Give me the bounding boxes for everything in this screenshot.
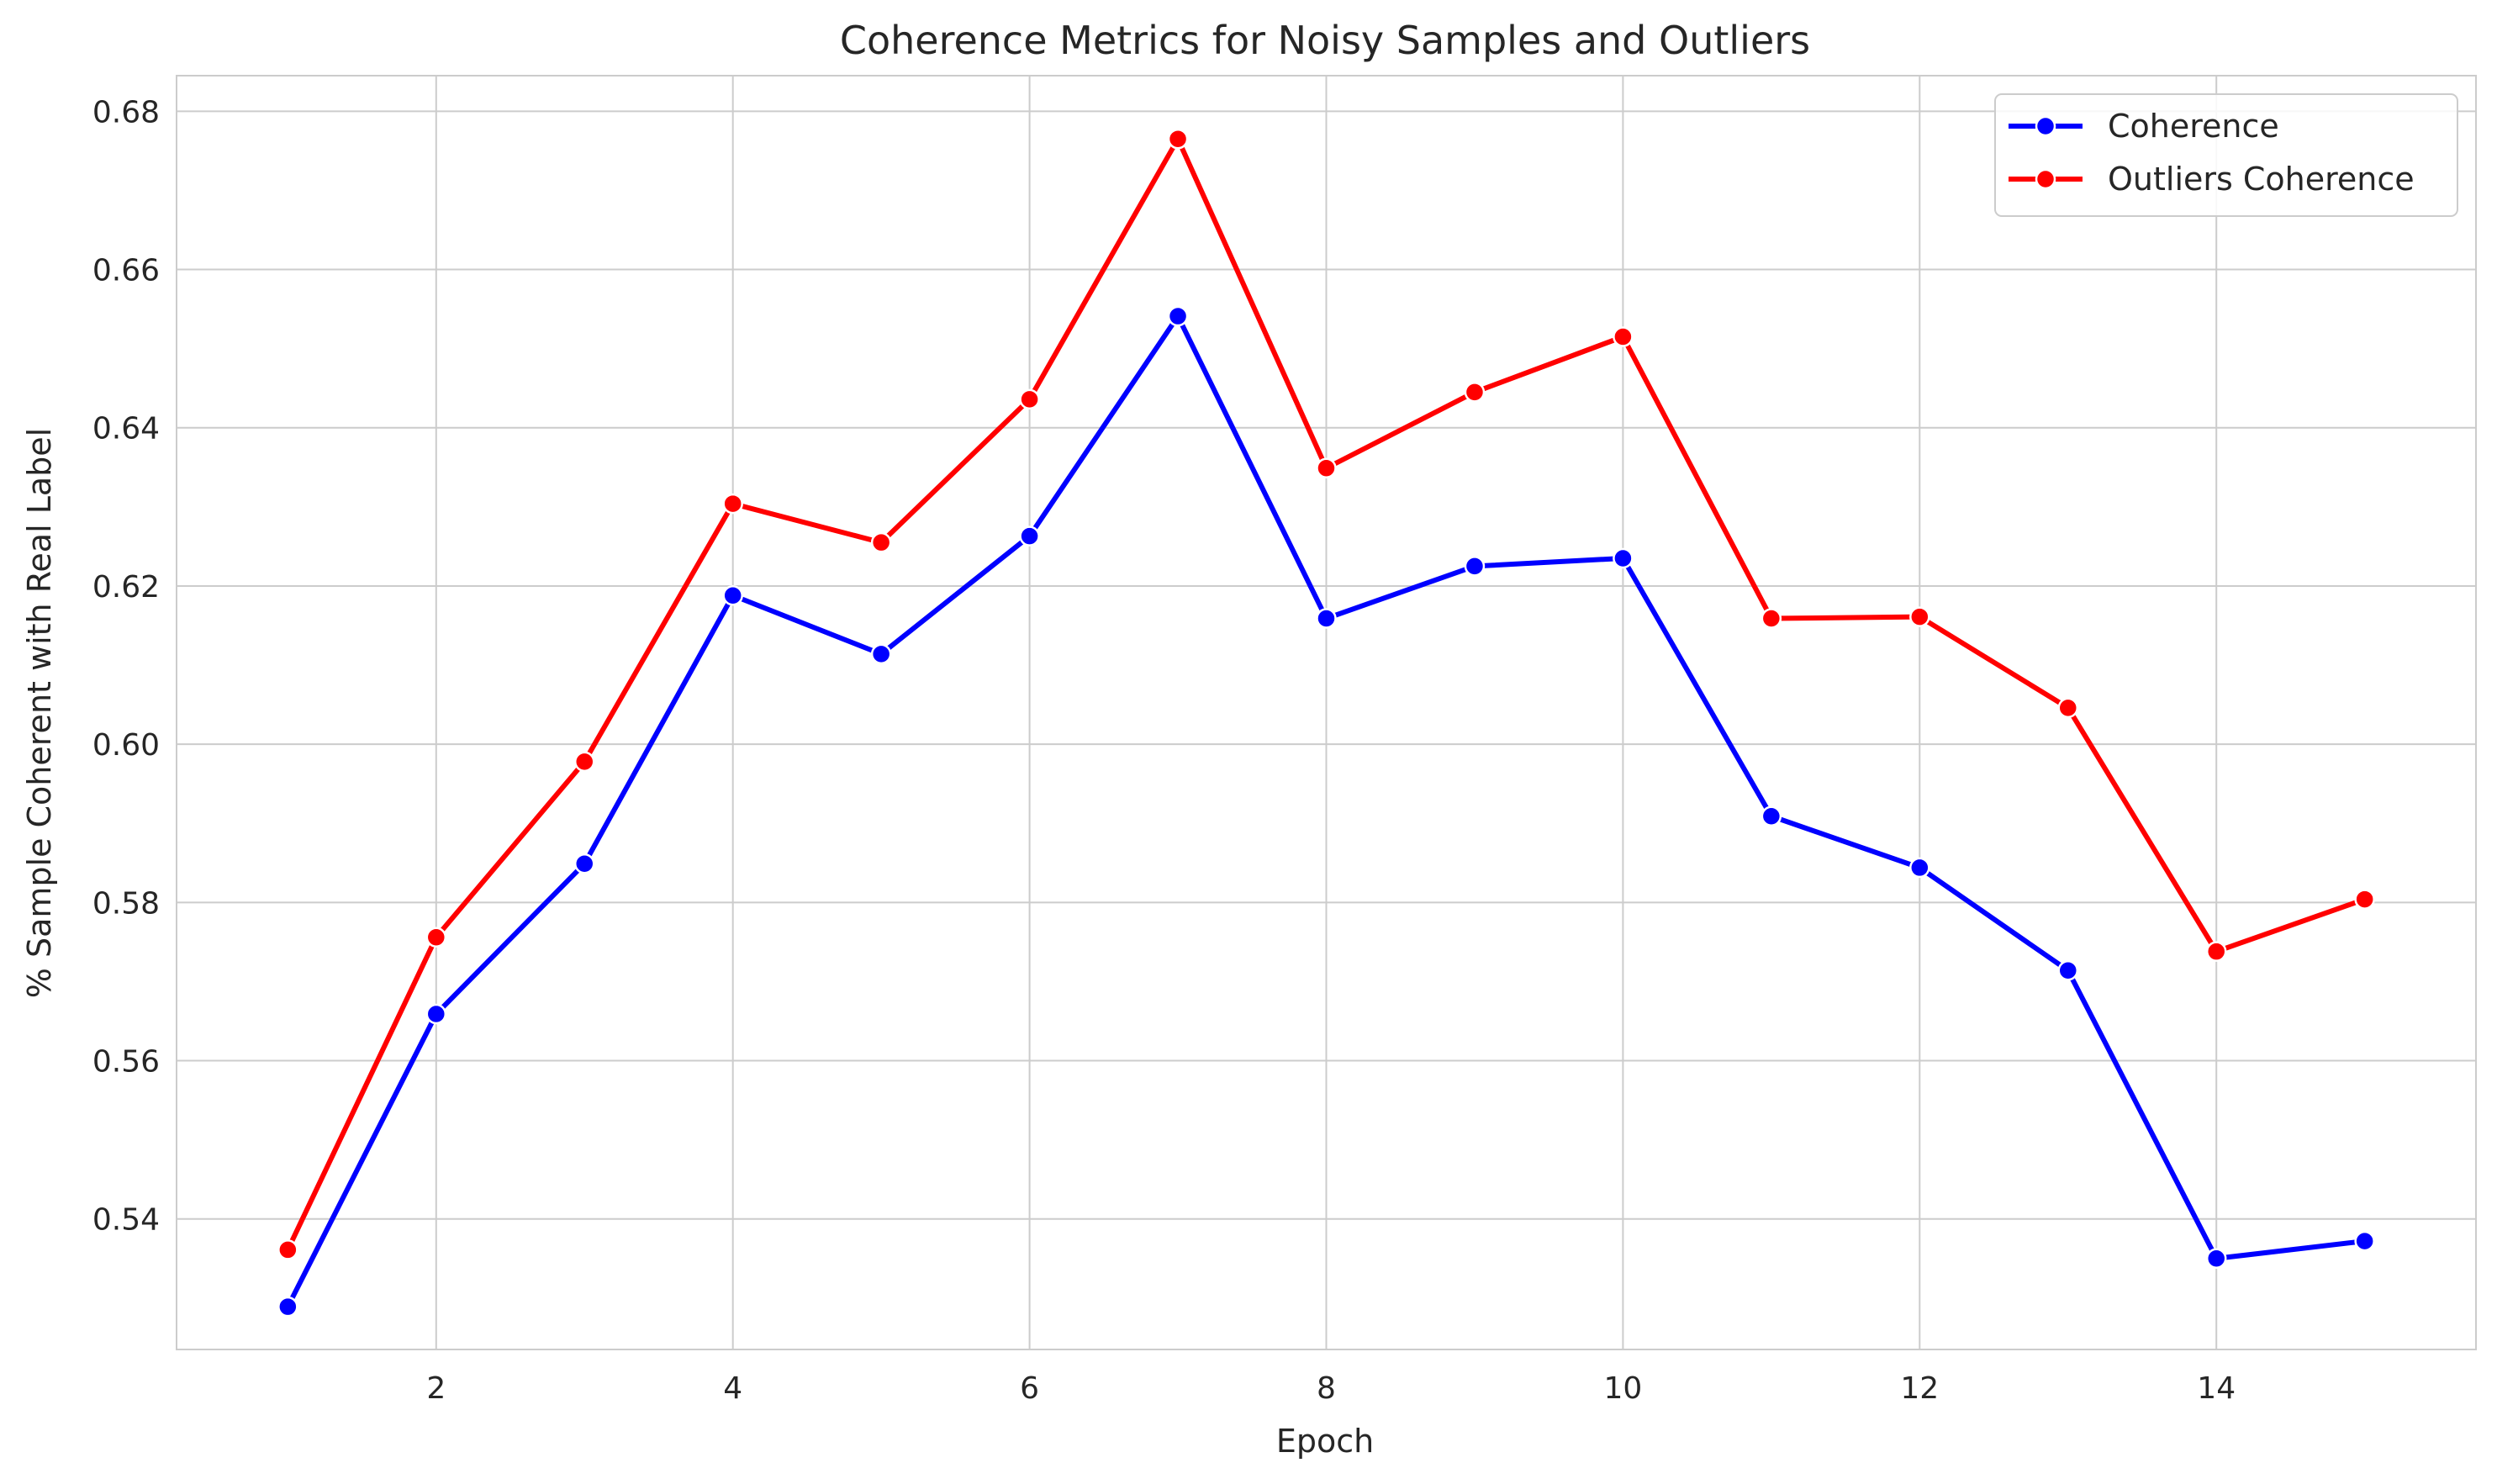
y-tick-label: 0.64 (92, 412, 160, 446)
data-point (573, 751, 595, 773)
data-point (1167, 129, 1189, 150)
series-outliers-coherence (277, 129, 2375, 1260)
data-point (2205, 1248, 2227, 1270)
y-axis-label: % Sample Coherent with Real Label (21, 428, 58, 998)
data-point (277, 1239, 298, 1260)
legend-marker (2035, 168, 2056, 190)
y-tick-label: 0.54 (92, 1203, 160, 1238)
y-tick-label: 0.68 (92, 95, 160, 129)
legend-label: Coherence (2108, 108, 2279, 145)
x-tick-label: 6 (1020, 1371, 1039, 1406)
data-point (1761, 608, 1782, 629)
data-point (870, 531, 892, 553)
x-tick-labels: 2 4 6 8 10 12 14 (426, 1371, 2236, 1406)
y-tick-labels: 0.54 0.56 0.58 0.60 0.62 0.64 0.66 0.68 (92, 95, 160, 1237)
x-tick-label: 10 (1603, 1371, 1642, 1406)
series-coherence (277, 305, 2375, 1318)
series-lines (277, 129, 2375, 1318)
grid-lines (177, 76, 2476, 1349)
y-tick-label: 0.60 (92, 728, 160, 763)
data-point (1019, 388, 1040, 410)
data-point (1019, 525, 1040, 547)
legend-label: Outliers Coherence (2108, 161, 2415, 198)
data-point (1613, 547, 1634, 569)
data-point (722, 493, 743, 515)
y-tick-label: 0.66 (92, 254, 160, 288)
data-point (1909, 606, 1930, 627)
x-tick-label: 12 (1900, 1371, 1939, 1406)
data-point (2057, 697, 2079, 719)
y-tick-label: 0.62 (92, 570, 160, 605)
data-point (722, 584, 743, 606)
data-point (573, 853, 595, 874)
data-point (870, 643, 892, 665)
legend-box (1994, 93, 2458, 217)
x-axis-label: Epoch (1276, 1423, 1374, 1460)
data-point (1316, 457, 1337, 478)
data-point (1761, 805, 1782, 827)
data-point (1909, 857, 1930, 879)
x-tick-label: 14 (2197, 1371, 2236, 1406)
data-point (1464, 382, 1486, 403)
data-point (1167, 305, 1189, 327)
chart-title: Coherence Metrics for Noisy Samples and … (840, 18, 1810, 63)
legend: Coherence Outliers Coherence (1994, 93, 2458, 217)
data-point (277, 1296, 298, 1318)
data-point (1316, 608, 1337, 629)
data-point (2205, 941, 2227, 962)
x-tick-label: 8 (1317, 1371, 1336, 1406)
data-point (2354, 1230, 2375, 1252)
y-tick-label: 0.56 (92, 1045, 160, 1080)
x-tick-label: 4 (723, 1371, 742, 1406)
data-point (1613, 326, 1634, 347)
data-point (425, 927, 447, 948)
legend-marker (2035, 115, 2056, 137)
data-point (2057, 960, 2079, 981)
y-tick-label: 0.58 (92, 886, 160, 921)
x-tick-label: 2 (426, 1371, 446, 1406)
data-point (1464, 556, 1486, 577)
data-point (425, 1003, 447, 1025)
data-point (2354, 889, 2375, 910)
